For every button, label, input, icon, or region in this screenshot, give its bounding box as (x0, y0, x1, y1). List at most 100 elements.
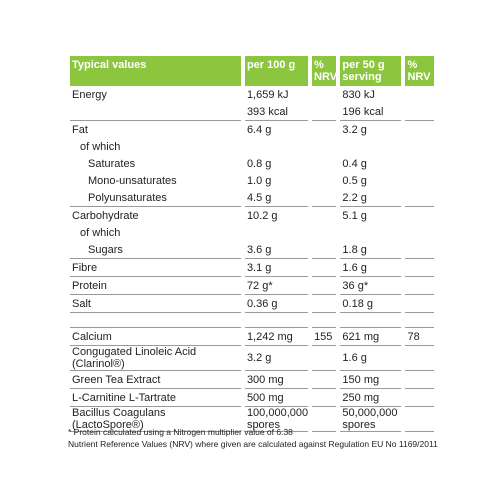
cell (340, 224, 401, 241)
cell (405, 346, 434, 371)
cell: 393 kcal (244, 103, 309, 121)
row: Energy 1,659 kJ 830 kJ (70, 86, 434, 103)
cell (312, 224, 336, 241)
cell: 1.0 g (246, 174, 272, 187)
cell: 3.1 g (244, 259, 309, 277)
footnotes: * Protein calculated using a Nitrogen mu… (68, 426, 438, 450)
cell (405, 407, 434, 432)
row: Saturates 0.8 g 0.4 g (70, 155, 434, 172)
cell (405, 121, 434, 138)
cell (312, 407, 337, 432)
cell: 1.6 g (340, 346, 402, 371)
cell: 830 kJ (342, 88, 375, 101)
cell (312, 86, 336, 103)
cell (405, 155, 434, 172)
cell: 6.4 g (246, 123, 272, 136)
cell: 150 mg (340, 371, 402, 389)
cell: 4.5 g (244, 189, 309, 207)
cell (312, 371, 337, 389)
cell (340, 138, 401, 155)
row-label: Calcium (70, 327, 241, 346)
row-label: Congugated Linoleic Acid (Clarinol®) (70, 346, 241, 371)
row: Polyunsaturates 4.5 g 2.2 g (70, 189, 434, 207)
header-cell: % NRV (312, 56, 337, 86)
cell: 5.1 g (342, 209, 367, 222)
row: L-Carnitine L-Tartrate 500 mg 250 mg (70, 389, 434, 407)
section: Calcium 1,242 mg 155 621 mg 78 Congugated Lin… (70, 313, 434, 432)
cell (405, 277, 434, 295)
cell: 72 g* (244, 277, 309, 295)
cell (405, 138, 434, 155)
cell (245, 224, 308, 241)
row: Fat 6.4 g 3.2 g (70, 121, 434, 138)
cell (312, 138, 336, 155)
cell (312, 189, 337, 207)
cell: 2.2 g (340, 189, 402, 207)
cell (405, 259, 434, 277)
row-label: of which (80, 140, 121, 153)
row-label: Saturates (88, 157, 136, 170)
cell (405, 103, 434, 121)
cell: 100,000,000 spores (244, 407, 309, 432)
cell: 621 mg (340, 327, 402, 346)
cell: 0.5 g (342, 174, 367, 187)
cell (405, 172, 434, 189)
cell: 0.18 g (340, 295, 402, 313)
row-label: Polyunsaturates (70, 189, 241, 207)
cell (405, 189, 434, 207)
header-cell: per 50 g serving (340, 56, 402, 86)
cell (312, 241, 337, 259)
row-label: Energy (72, 88, 107, 101)
row: Mono-unsaturates 1.0 g 0.5 g (70, 172, 434, 189)
cell (312, 259, 337, 277)
cell: 78 (405, 327, 434, 346)
cell (312, 121, 336, 138)
row-label: Mono-unsaturates (88, 174, 177, 187)
row-label (70, 103, 241, 121)
cell (312, 277, 337, 295)
cell (312, 389, 337, 407)
cell: 300 mg (244, 371, 309, 389)
header-row: Typical values per 100 g% NRV per 50 g ser… (70, 56, 434, 86)
row: Protein 72 g* 36 g* (70, 277, 434, 295)
row: Congugated Linoleic Acid (Clarinol®) 3.2 … (70, 346, 434, 371)
row: Green Tea Extract 300 mg 150 mg (70, 371, 434, 389)
row-label: Fibre (70, 259, 241, 277)
cell: 50,000,000 spores (340, 407, 402, 432)
cell: 36 g* (340, 277, 402, 295)
row-label: Carbohydrate (72, 209, 139, 222)
cell: 3.6 g (244, 241, 309, 259)
cell (312, 207, 336, 224)
header-cell: % NRV (405, 56, 434, 86)
cell: 250 mg (340, 389, 402, 407)
cell: 0.36 g (244, 295, 309, 313)
spacer (70, 313, 434, 327)
row: of which (70, 138, 434, 155)
row-label: Fat (72, 123, 88, 136)
footnote: * Protein calculated using a Nitrogen mu… (68, 427, 293, 437)
cell: 1.6 g (340, 259, 402, 277)
row: Sugars 3.6 g 1.8 g (70, 241, 434, 259)
footnote: Nutrient Reference Values (NRV) where gi… (68, 439, 438, 449)
row-label: L-Carnitine L-Tartrate (70, 389, 241, 407)
row: of which (70, 224, 434, 241)
section: Energy 1,659 kJ 830 kJ 393 kcal 196 kcal Fat 6… (70, 86, 434, 313)
header-cell: Typical values (70, 56, 241, 86)
cell (312, 346, 337, 371)
cell: 0.4 g (342, 157, 367, 170)
cell (405, 86, 434, 103)
cell: 1,659 kJ (246, 88, 289, 101)
row-label: of which (80, 226, 121, 239)
row: 393 kcal 196 kcal (70, 103, 434, 121)
cell: 155 (312, 327, 337, 346)
cell (405, 295, 434, 313)
row: Carbohydrate 10.2 g 5.1 g (70, 207, 434, 224)
row-label: Green Tea Extract (70, 371, 241, 389)
cell (405, 241, 434, 259)
cell (405, 371, 434, 389)
nutrition-table: Typical values per 100 g% NRV per 50 g ser… (66, 56, 438, 432)
cell (312, 155, 336, 172)
cell (405, 207, 434, 224)
cell (312, 172, 336, 189)
